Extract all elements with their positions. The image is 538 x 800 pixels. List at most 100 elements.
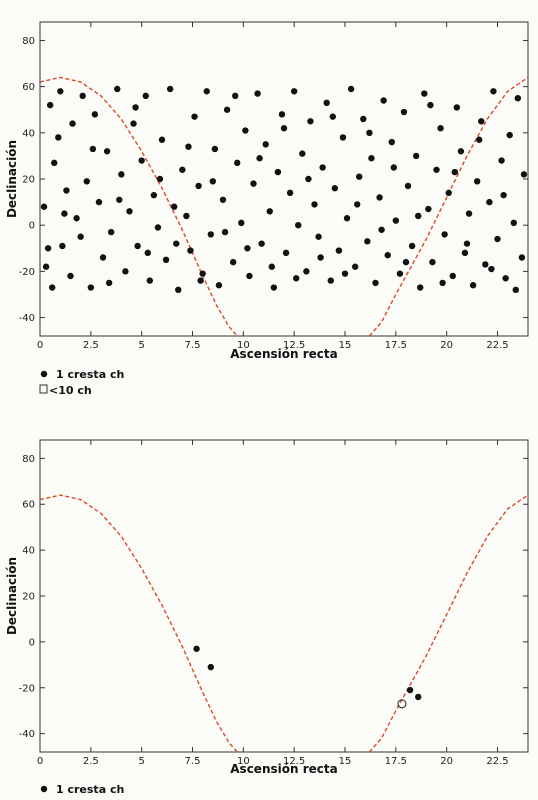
- chart-filtered-events: -40 -20 0 20 40 60 80 0 2.5 5 7.5 10 12.5 15 17.5 20 22.…: [5, 439, 529, 796]
- x-tick-label: 10: [237, 340, 250, 351]
- y-tick-label: -40: [19, 729, 35, 740]
- y-tick-label: 20: [22, 175, 35, 186]
- data-point: [73, 215, 80, 222]
- data-point: [266, 208, 273, 215]
- data-point: [461, 249, 469, 257]
- data-point: [478, 118, 485, 125]
- data-point: [463, 240, 471, 247]
- data-point: [427, 101, 434, 109]
- x-tick-label: 20: [440, 340, 453, 351]
- data-point: [396, 270, 404, 277]
- x-tick-label: 7.5: [185, 756, 201, 767]
- data-point: [469, 282, 477, 289]
- data-point: [311, 201, 318, 208]
- data-point: [351, 263, 359, 270]
- data-point: [166, 85, 174, 93]
- galactic-plane-curve: [40, 76, 238, 336]
- data-point: [246, 272, 253, 280]
- data-point: [433, 166, 440, 173]
- data-point: [122, 268, 129, 275]
- data-point: [270, 284, 278, 291]
- data-point: [378, 226, 385, 233]
- data-point: [105, 279, 113, 287]
- y-tick-label: 0: [29, 221, 35, 232]
- data-point: [354, 201, 361, 208]
- legend-label: 1 cresta ch: [56, 783, 124, 796]
- data-point: [238, 219, 245, 227]
- data-point: [162, 256, 170, 264]
- data-point: [482, 261, 489, 268]
- data-point: [429, 258, 436, 266]
- data-point: [402, 258, 410, 266]
- data-point: [380, 97, 387, 104]
- data-point: [61, 210, 68, 217]
- legend-marker-square: [39, 384, 48, 394]
- plot-frame: [39, 21, 529, 337]
- data-point: [453, 104, 461, 111]
- data-point: [437, 125, 444, 132]
- data-point: [215, 282, 223, 289]
- data-point: [132, 104, 139, 111]
- data-point: [268, 263, 275, 270]
- y-axis-label: Declinación: [5, 140, 19, 218]
- data-point: [211, 145, 219, 153]
- data-point: [494, 235, 501, 243]
- data-point: [356, 173, 363, 180]
- x-axis-label: Ascensión recta: [230, 762, 337, 776]
- x-tick-label: 0: [37, 340, 43, 351]
- data-point: [250, 180, 257, 187]
- galactic-plane-curve: [40, 494, 238, 752]
- data-point: [392, 217, 400, 224]
- data-point: [55, 134, 62, 141]
- data-point: [223, 106, 231, 113]
- x-tick-label: 10: [237, 756, 250, 767]
- data-point: [207, 231, 214, 238]
- data-point: [421, 90, 428, 97]
- data-point: [171, 203, 178, 210]
- y-tick-label: 80: [22, 454, 35, 465]
- data-point: [51, 159, 58, 167]
- y-tick-label: -20: [19, 267, 35, 278]
- data-point: [207, 663, 214, 671]
- chart-all-events: -40 -20 0 20 40 60 80 0 2.5 5 7.5 10 12.5 15 17.5 20 22.…: [5, 21, 529, 397]
- data-point: [319, 164, 326, 171]
- data-point: [57, 88, 64, 95]
- data-point: [417, 284, 424, 291]
- data-point: [364, 238, 371, 245]
- data-point: [67, 272, 74, 280]
- data-point: [347, 85, 355, 93]
- data-point: [282, 249, 290, 257]
- data-point: [384, 251, 391, 259]
- y-tick-label: 60: [22, 82, 35, 93]
- data-point: [40, 203, 48, 210]
- data-point: [366, 129, 373, 137]
- legend-label: 1 cresta ch: [56, 368, 124, 381]
- data-point: [79, 92, 86, 100]
- data-point: [244, 245, 251, 252]
- data-point: [404, 182, 412, 190]
- data-point: [99, 254, 107, 261]
- data-point: [118, 171, 125, 178]
- x-tick-label: 22.5: [486, 340, 508, 351]
- data-point: [445, 189, 452, 197]
- data-point: [335, 247, 343, 254]
- data-point: [197, 277, 204, 284]
- data-point: [156, 175, 164, 183]
- data-point: [331, 185, 339, 192]
- data-point: [185, 143, 192, 150]
- data-point: [514, 94, 522, 102]
- data-point: [146, 277, 153, 284]
- data-point: [498, 157, 505, 164]
- data-point: [520, 171, 528, 178]
- y-tick-label: 0: [29, 637, 35, 648]
- data-point: [69, 120, 76, 127]
- galactic-plane-curve: [368, 76, 528, 336]
- data-point: [87, 284, 95, 291]
- data-point: [49, 284, 56, 291]
- data-point: [327, 277, 334, 284]
- data-point: [103, 148, 111, 155]
- x-tick-label: 15: [339, 756, 352, 767]
- data-point: [339, 134, 347, 141]
- data-point: [388, 138, 395, 146]
- data-point: [510, 219, 517, 227]
